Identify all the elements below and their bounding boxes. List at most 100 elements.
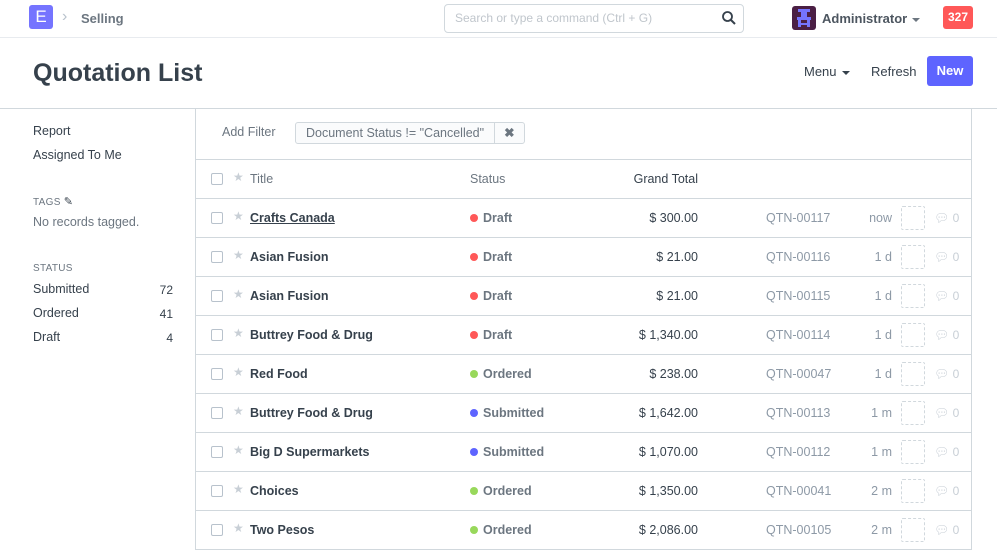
sidebar-status-submitted[interactable]: Submitted <box>33 282 90 296</box>
quotation-id[interactable]: QTN-00105 <box>766 523 832 537</box>
row-title-link[interactable]: Red Food <box>250 367 308 381</box>
row-checkbox[interactable] <box>211 446 223 458</box>
status-indicator[interactable]: Draft <box>470 289 512 303</box>
comment-count[interactable]: 💬︎ 0 <box>934 328 960 342</box>
row-title-link[interactable]: Crafts Canada <box>250 211 335 225</box>
breadcrumb-selling[interactable]: Selling <box>81 11 124 26</box>
new-button[interactable]: New <box>927 56 973 86</box>
select-all-checkbox[interactable] <box>211 173 223 185</box>
row-title-link[interactable]: Asian Fusion <box>250 289 329 303</box>
assignee-placeholder[interactable] <box>901 323 925 347</box>
row-checkbox[interactable] <box>211 407 223 419</box>
sidebar-item-assigned-to-me[interactable]: Assigned To Me <box>33 148 122 162</box>
assignee-placeholder[interactable] <box>901 518 925 542</box>
quotation-id[interactable]: QTN-00112 <box>766 445 831 459</box>
assignee-placeholder[interactable] <box>901 401 925 425</box>
star-icon[interactable]: ★ <box>233 482 244 496</box>
comment-count[interactable]: 💬︎ 0 <box>934 250 960 264</box>
assignee-placeholder[interactable] <box>901 479 925 503</box>
sidebar-status-draft[interactable]: Draft <box>33 330 61 344</box>
sidebar-status-ordered[interactable]: Ordered <box>33 306 79 320</box>
menu-button[interactable]: Menu <box>804 64 850 79</box>
table-row[interactable]: ★ Big D Supermarkets Submitted $ 1,070.0… <box>196 433 971 472</box>
sidebar-item-report[interactable]: Report <box>33 124 71 138</box>
page-head <box>0 39 997 109</box>
assignee-placeholder[interactable] <box>901 362 925 386</box>
filter-label[interactable]: Document Status != "Cancelled" <box>306 126 485 140</box>
user-menu[interactable]: Administrator <box>822 11 921 26</box>
comment-count[interactable]: 💬︎ 0 <box>934 289 960 303</box>
quotation-id[interactable]: QTN-00114 <box>766 328 831 342</box>
comment-count[interactable]: 💬︎ 0 <box>934 445 960 459</box>
row-checkbox[interactable] <box>211 368 223 380</box>
table-row[interactable]: ★ Asian Fusion Draft $ 21.00 QTN-00116 1… <box>196 238 971 277</box>
pencil-icon[interactable]: ✎ <box>63 196 74 208</box>
table-row[interactable]: ★ Buttrey Food & Drug Submitted $ 1,642.… <box>196 394 971 433</box>
status-indicator[interactable]: Draft <box>470 211 512 225</box>
table-row[interactable]: ★ Asian Fusion Draft $ 21.00 QTN-00115 1… <box>196 277 971 316</box>
quotation-id[interactable]: QTN-00113 <box>766 406 831 420</box>
star-icon[interactable]: ★ <box>233 326 244 340</box>
row-title-link[interactable]: Asian Fusion <box>250 250 329 264</box>
modified-time: 1 d <box>874 367 892 381</box>
status-indicator[interactable]: Draft <box>470 250 512 264</box>
quotation-id[interactable]: QTN-00115 <box>766 289 831 303</box>
table-row[interactable]: ★ Two Pesos Ordered $ 2,086.00 QTN-00105… <box>196 511 971 550</box>
status-indicator[interactable]: Submitted <box>470 406 544 420</box>
comment-count[interactable]: 💬︎ 0 <box>934 484 960 498</box>
search-icon[interactable] <box>721 10 737 26</box>
table-row[interactable]: ★ Red Food Ordered $ 238.00 QTN-00047 1 … <box>196 355 971 394</box>
notifications-badge[interactable]: 327 <box>943 6 973 29</box>
row-checkbox[interactable] <box>211 485 223 497</box>
grand-total: $ 1,340.00 <box>638 328 698 342</box>
filter-chip[interactable]: Document Status != "Cancelled" ✖ <box>295 122 525 144</box>
star-icon[interactable]: ★ <box>233 170 244 184</box>
row-title-link[interactable]: Buttrey Food & Drug <box>250 406 373 420</box>
quotation-id[interactable]: QTN-00116 <box>766 250 831 264</box>
table-row[interactable]: ★ Crafts Canada Draft $ 300.00 QTN-00117… <box>196 199 971 238</box>
quotation-id[interactable]: QTN-00117 <box>766 211 831 225</box>
remove-filter-icon[interactable]: ✖ <box>494 123 523 143</box>
status-indicator[interactable]: Ordered <box>470 367 532 381</box>
comment-count[interactable]: 💬︎ 0 <box>934 367 960 381</box>
row-title-link[interactable]: Buttrey Food & Drug <box>250 328 373 342</box>
modified-time: 1 m <box>871 445 892 459</box>
search-input[interactable]: Search or type a command (Ctrl + G) <box>444 4 744 33</box>
row-checkbox[interactable] <box>211 212 223 224</box>
add-filter-button[interactable]: Add Filter <box>222 125 276 139</box>
status-indicator[interactable]: Ordered <box>470 523 532 537</box>
assignee-placeholder[interactable] <box>901 245 925 269</box>
star-icon[interactable]: ★ <box>233 248 244 262</box>
star-icon[interactable]: ★ <box>233 287 244 301</box>
status-indicator[interactable]: Ordered <box>470 484 532 498</box>
avatar[interactable] <box>792 6 816 30</box>
row-checkbox[interactable] <box>211 329 223 341</box>
status-dot <box>470 448 478 456</box>
status-indicator[interactable]: Submitted <box>470 445 544 459</box>
row-title-link[interactable]: Big D Supermarkets <box>250 445 370 459</box>
table-row[interactable]: ★ Buttrey Food & Drug Draft $ 1,340.00 Q… <box>196 316 971 355</box>
status-indicator[interactable]: Draft <box>470 328 512 342</box>
row-checkbox[interactable] <box>211 251 223 263</box>
assignee-placeholder[interactable] <box>901 440 925 464</box>
app-logo[interactable]: E <box>29 5 53 29</box>
star-icon[interactable]: ★ <box>233 209 244 223</box>
quotation-id[interactable]: QTN-00041 <box>766 484 832 498</box>
quotation-id[interactable]: QTN-00047 <box>766 367 832 381</box>
row-checkbox[interactable] <box>211 290 223 302</box>
star-icon[interactable]: ★ <box>233 404 244 418</box>
row-title-link[interactable]: Choices <box>250 484 299 498</box>
comment-count[interactable]: 💬︎ 0 <box>934 211 960 225</box>
refresh-button[interactable]: Refresh <box>871 64 917 79</box>
star-icon[interactable]: ★ <box>233 521 244 535</box>
status-dot <box>470 214 478 222</box>
assignee-placeholder[interactable] <box>901 206 925 230</box>
star-icon[interactable]: ★ <box>233 443 244 457</box>
comment-count[interactable]: 💬︎ 0 <box>934 523 960 537</box>
comment-count[interactable]: 💬︎ 0 <box>934 406 960 420</box>
row-title-link[interactable]: Two Pesos <box>250 523 315 537</box>
star-icon[interactable]: ★ <box>233 365 244 379</box>
assignee-placeholder[interactable] <box>901 284 925 308</box>
table-row[interactable]: ★ Choices Ordered $ 1,350.00 QTN-00041 2… <box>196 472 971 511</box>
row-checkbox[interactable] <box>211 524 223 536</box>
